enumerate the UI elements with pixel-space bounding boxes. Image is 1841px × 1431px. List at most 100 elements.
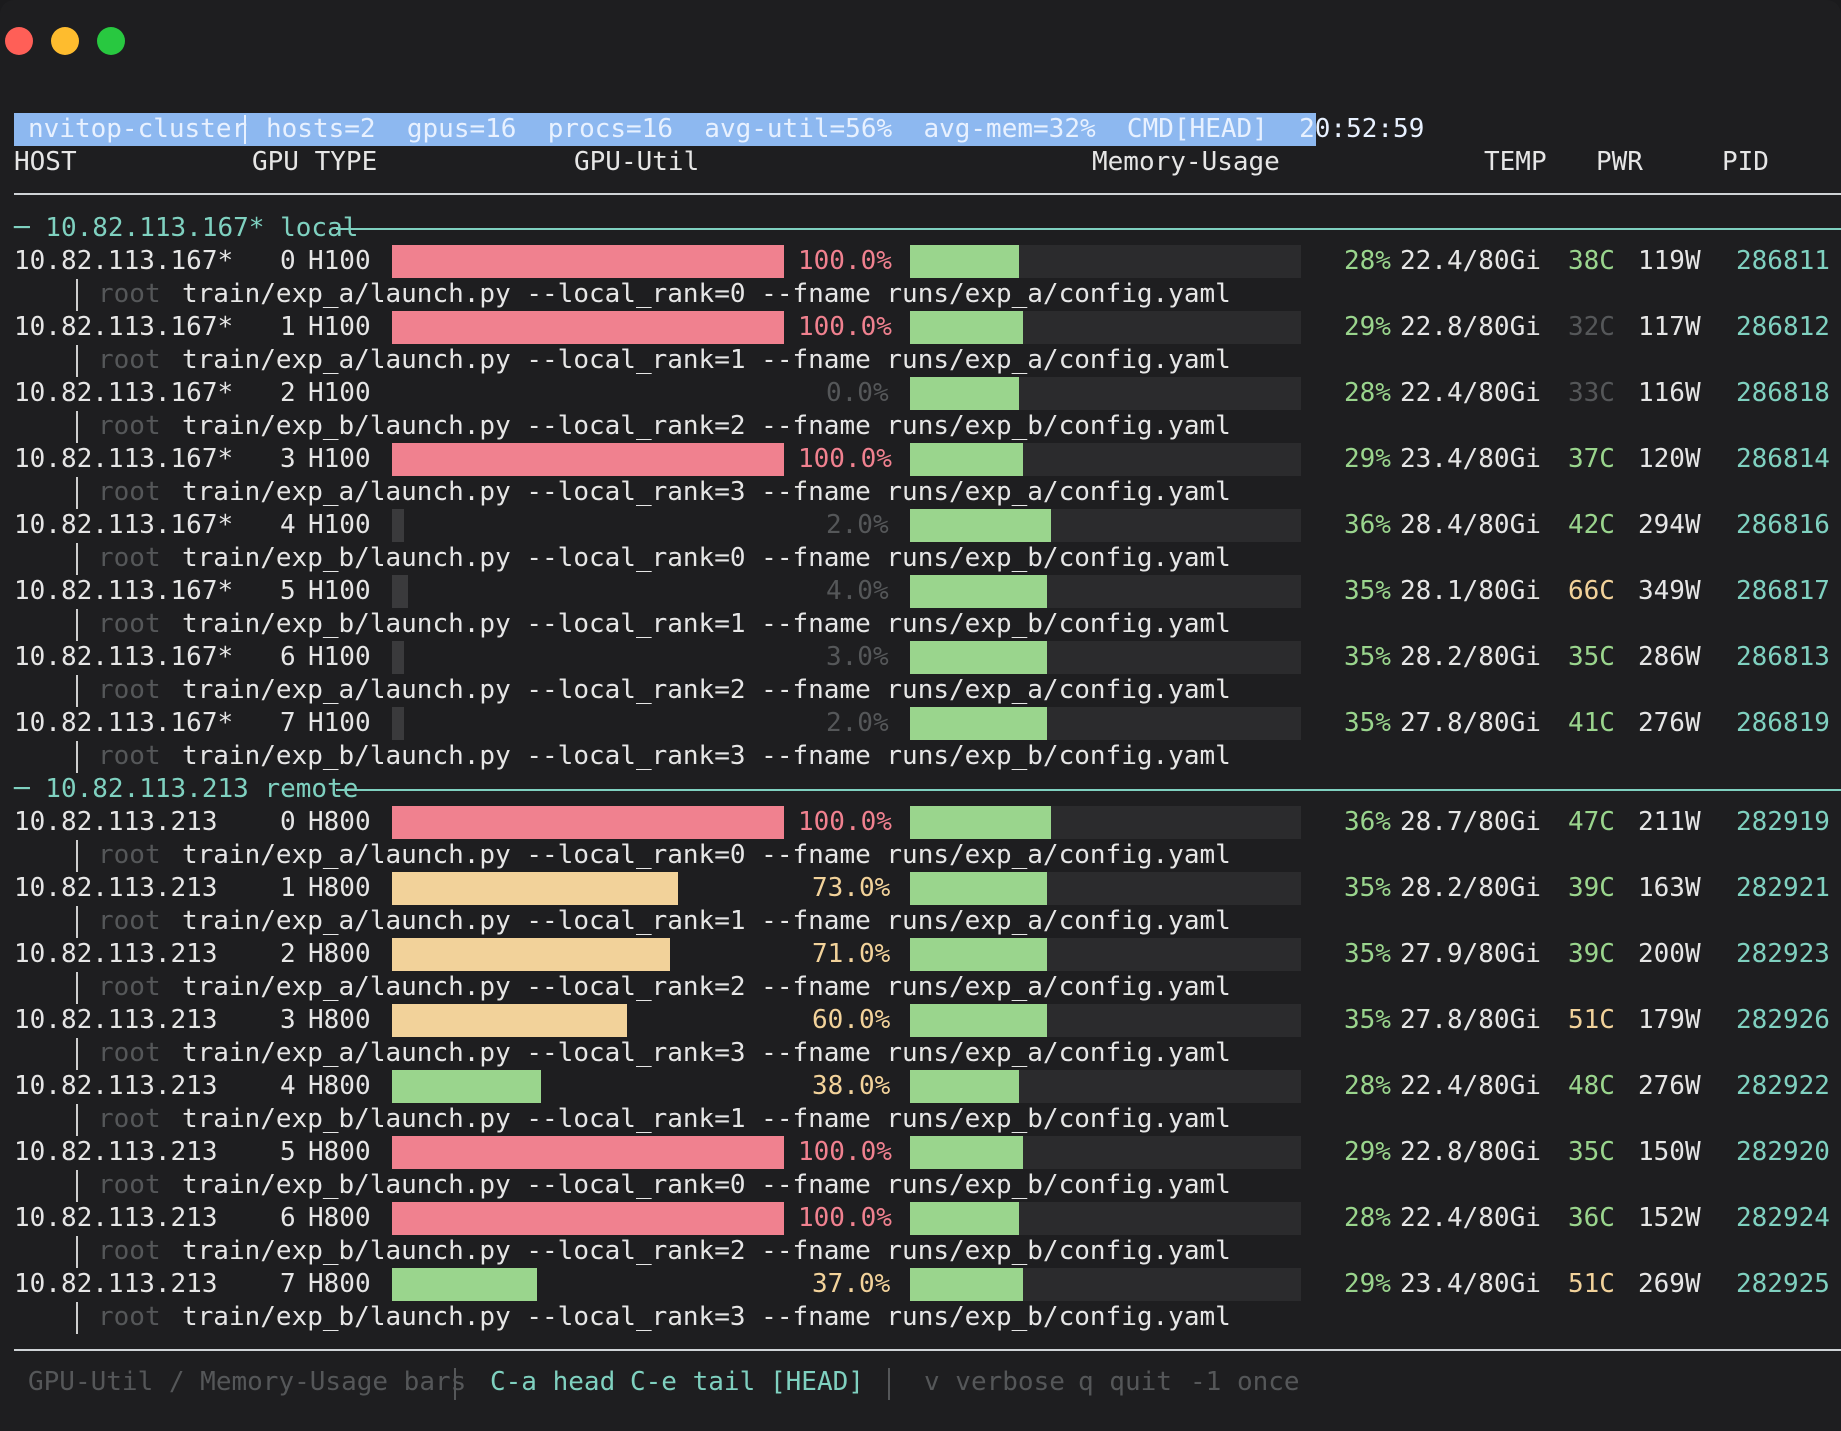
footer-divider-1: [454, 1368, 456, 1400]
process-pid[interactable]: 286814: [1736, 444, 1830, 474]
process-user: root: [98, 1170, 161, 1200]
memory-bar-fill: [910, 938, 1047, 971]
process-command[interactable]: train/exp_a/launch.py --local_rank=2 --f…: [182, 972, 1231, 1002]
process-pid[interactable]: 286813: [1736, 642, 1830, 672]
process-pid[interactable]: 286818: [1736, 378, 1830, 408]
memory-usage: 28.1/80Gi: [1400, 576, 1541, 606]
gpu-power: 179W: [1638, 1005, 1701, 1035]
memory-bar-fill: [910, 245, 1019, 278]
gpu-temp: 32C: [1568, 312, 1615, 342]
gpu-util-bar: [392, 641, 784, 674]
gpu-util-bar: [392, 1070, 784, 1103]
col-memory-usage: Memory-Usage: [1092, 147, 1280, 177]
gpu-host: 10.82.113.213: [14, 807, 218, 837]
tail-shortcut[interactable]: C-e tail: [630, 1367, 756, 1397]
process-command[interactable]: train/exp_b/launch.py --local_rank=3 --f…: [182, 1302, 1231, 1332]
process-tree-pipe: [76, 609, 78, 641]
memory-percent: 29%: [1344, 1137, 1391, 1167]
gpu-util-text: 2.0%: [826, 510, 889, 540]
gpu-util-text: 100.0%: [798, 807, 892, 837]
gpu-util-text: 60.0%: [812, 1005, 891, 1035]
gpu-type: H800: [308, 807, 371, 837]
once-shortcut[interactable]: -1 once: [1190, 1367, 1300, 1397]
zoom-window-button[interactable]: [97, 27, 125, 55]
process-pid[interactable]: 282919: [1736, 807, 1830, 837]
gpu-util-bar-fill: [392, 1202, 784, 1235]
process-user: root: [98, 906, 161, 936]
process-tree-pipe: [76, 840, 78, 872]
minimize-window-button[interactable]: [51, 27, 79, 55]
gpu-util-text: 100.0%: [798, 1137, 892, 1167]
host-group-label: ─ 10.82.113.167* local: [14, 213, 359, 243]
memory-percent: 28%: [1344, 378, 1391, 408]
gpu-type: H800: [308, 873, 371, 903]
gpu-util-bar: [392, 575, 784, 608]
memory-usage: 27.8/80Gi: [1400, 708, 1541, 738]
process-pid[interactable]: 282921: [1736, 873, 1830, 903]
footer-divider-2: [888, 1368, 890, 1400]
process-pid[interactable]: 286811: [1736, 246, 1830, 276]
process-pid[interactable]: 286816: [1736, 510, 1830, 540]
process-user: root: [98, 741, 161, 771]
gpu-index: 5: [280, 1137, 296, 1167]
process-pid[interactable]: 286819: [1736, 708, 1830, 738]
gpu-host: 10.82.113.167*: [14, 378, 234, 408]
process-tree-pipe: [76, 345, 78, 377]
head-shortcut[interactable]: C-a head: [490, 1367, 616, 1397]
col-pid: PID: [1722, 147, 1769, 177]
process-pid[interactable]: 286812: [1736, 312, 1830, 342]
gpu-host: 10.82.113.213: [14, 939, 218, 969]
quit-shortcut[interactable]: q quit: [1078, 1367, 1172, 1397]
memory-usage: 22.4/80Gi: [1400, 1203, 1541, 1233]
process-command[interactable]: train/exp_b/launch.py --local_rank=2 --f…: [182, 411, 1231, 441]
gpu-type: H100: [308, 642, 371, 672]
process-pid[interactable]: 286817: [1736, 576, 1830, 606]
process-pid[interactable]: 282925: [1736, 1269, 1830, 1299]
memory-percent: 35%: [1344, 708, 1391, 738]
process-command[interactable]: train/exp_a/launch.py --local_rank=2 --f…: [182, 675, 1231, 705]
gpu-index: 6: [280, 642, 296, 672]
process-command[interactable]: train/exp_a/launch.py --local_rank=1 --f…: [182, 345, 1231, 375]
gpu-util-bar: [392, 1202, 784, 1235]
close-window-button[interactable]: [5, 27, 33, 55]
process-command[interactable]: train/exp_a/launch.py --local_rank=3 --f…: [182, 1038, 1231, 1068]
process-pid[interactable]: 282922: [1736, 1071, 1830, 1101]
process-tree-pipe: [76, 675, 78, 707]
gpu-type: H800: [308, 939, 371, 969]
gpu-type: H800: [308, 1203, 371, 1233]
gpu-power: 276W: [1638, 708, 1701, 738]
process-command[interactable]: train/exp_b/launch.py --local_rank=0 --f…: [182, 1170, 1231, 1200]
gpu-index: 7: [280, 708, 296, 738]
process-pid[interactable]: 282923: [1736, 939, 1830, 969]
gpu-power: 200W: [1638, 939, 1701, 969]
gpu-util-bar-fill: [392, 1268, 537, 1301]
memory-bar: [910, 707, 1301, 740]
memory-bar: [910, 1070, 1301, 1103]
process-pid[interactable]: 282920: [1736, 1137, 1830, 1167]
process-command[interactable]: train/exp_b/launch.py --local_rank=1 --f…: [182, 1104, 1231, 1134]
gpu-util-bar-fill: [392, 443, 784, 476]
process-command[interactable]: train/exp_b/launch.py --local_rank=2 --f…: [182, 1236, 1231, 1266]
process-command[interactable]: train/exp_b/launch.py --local_rank=3 --f…: [182, 741, 1231, 771]
gpu-power: 116W: [1638, 378, 1701, 408]
process-pid[interactable]: 282926: [1736, 1005, 1830, 1035]
gpu-util-text: 0.0%: [826, 378, 889, 408]
memory-bar: [910, 806, 1301, 839]
gpu-index: 0: [280, 246, 296, 276]
memory-bar: [910, 575, 1301, 608]
process-command[interactable]: train/exp_a/launch.py --local_rank=0 --f…: [182, 279, 1231, 309]
process-tree-pipe: [76, 1104, 78, 1136]
memory-usage: 22.4/80Gi: [1400, 1071, 1541, 1101]
process-command[interactable]: train/exp_a/launch.py --local_rank=3 --f…: [182, 477, 1231, 507]
process-user: root: [98, 411, 161, 441]
verbose-shortcut[interactable]: v verbose: [924, 1367, 1065, 1397]
process-pid[interactable]: 282924: [1736, 1203, 1830, 1233]
gpu-util-bar: [392, 1136, 784, 1169]
process-command[interactable]: train/exp_b/launch.py --local_rank=0 --f…: [182, 543, 1231, 573]
process-user: root: [98, 840, 161, 870]
gpu-index: 5: [280, 576, 296, 606]
process-command[interactable]: train/exp_b/launch.py --local_rank=1 --f…: [182, 609, 1231, 639]
process-command[interactable]: train/exp_a/launch.py --local_rank=0 --f…: [182, 840, 1231, 870]
process-command[interactable]: train/exp_a/launch.py --local_rank=1 --f…: [182, 906, 1231, 936]
memory-usage: 27.9/80Gi: [1400, 939, 1541, 969]
